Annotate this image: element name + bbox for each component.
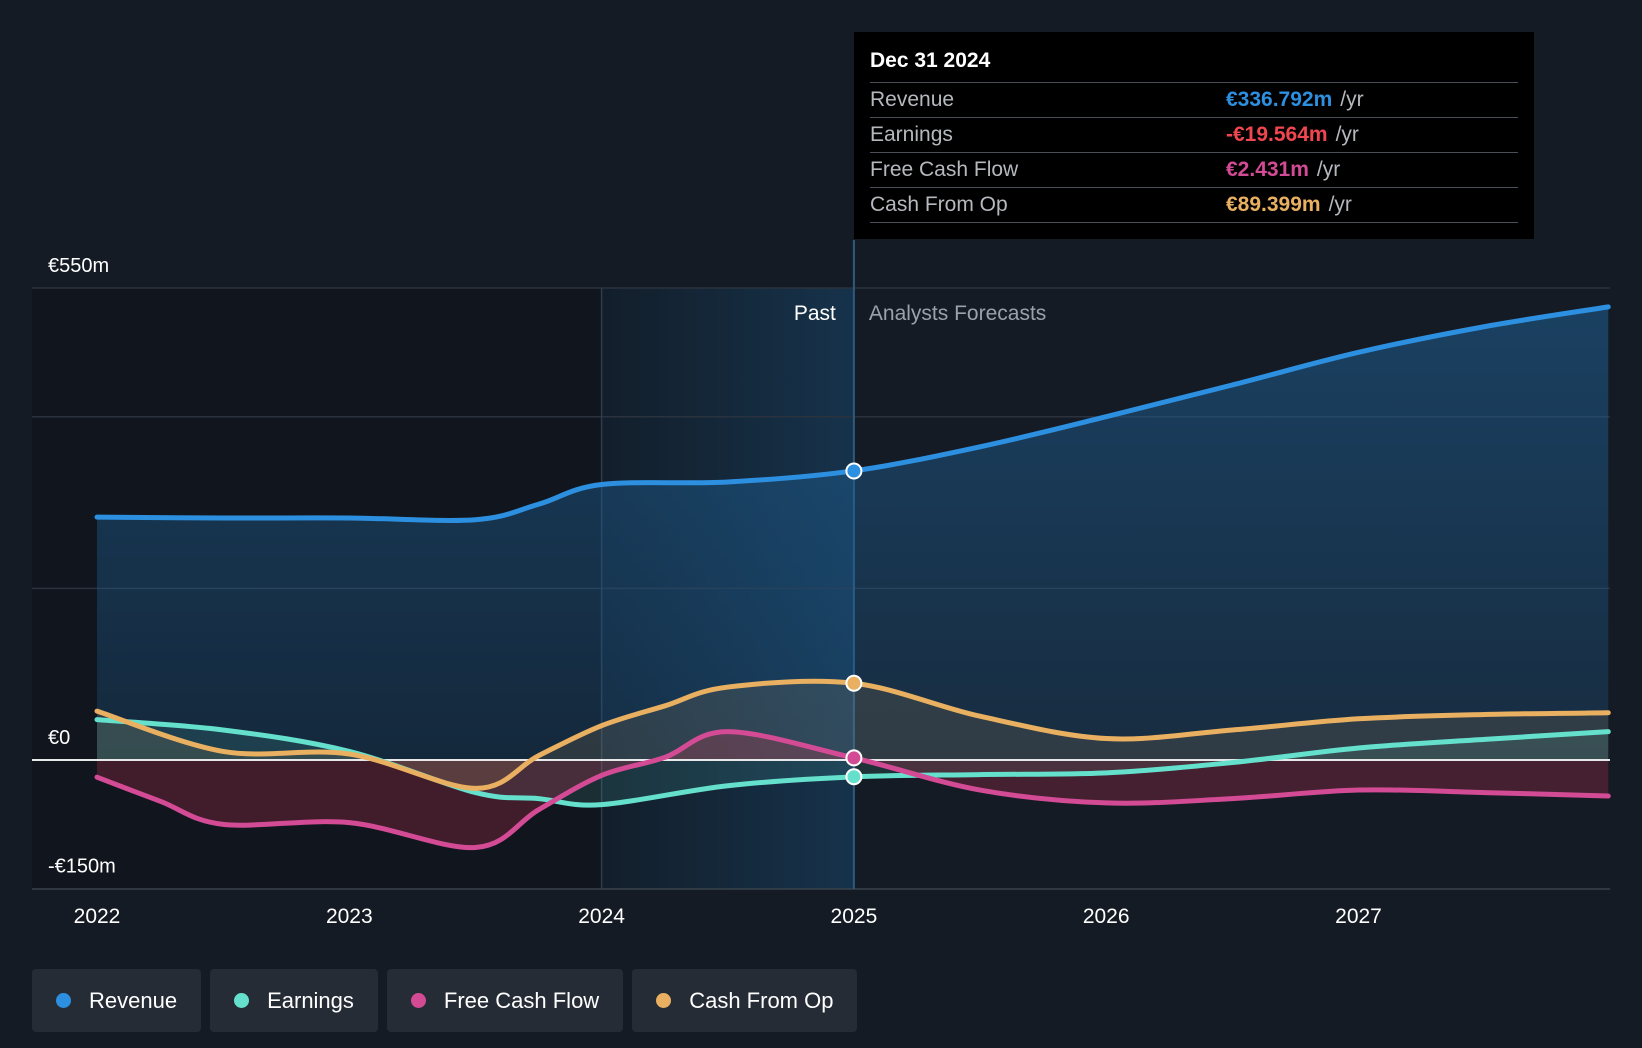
tooltip-value: €89.399m xyxy=(1226,193,1321,216)
y-axis-label: €0 xyxy=(48,727,70,749)
tooltip-value: -€19.564m xyxy=(1226,123,1328,146)
tooltip-row-earnings: Earnings -€19.564m /yr xyxy=(870,117,1518,152)
tooltip-value: €336.792m xyxy=(1226,88,1333,111)
tooltip-label: Earnings xyxy=(870,123,953,146)
tooltip-row-free-cash-flow: Free Cash Flow €2.431m /yr xyxy=(870,152,1518,187)
tooltip-label: Cash From Op xyxy=(870,193,1008,216)
x-tick-label: 2025 xyxy=(831,905,878,928)
x-tick-label: 2023 xyxy=(326,905,373,928)
past-label: Past xyxy=(794,302,836,325)
tooltip-unit: /yr xyxy=(1335,123,1359,146)
y-axis-label: -€150m xyxy=(48,856,116,878)
series-line-free-cash-flow xyxy=(94,729,1611,851)
legend-dot-icon xyxy=(56,993,71,1008)
marker-free-cash-flow xyxy=(845,749,863,767)
tooltip-row-cash-from-op: Cash From Op €89.399m /yr xyxy=(870,187,1518,223)
legend-dot-icon xyxy=(656,993,672,1008)
forecast-label: Analysts Forecasts xyxy=(869,302,1046,325)
legend-dot-icon xyxy=(410,993,426,1008)
tooltip-unit: /yr xyxy=(1316,158,1341,181)
legend-item-cash-from-op[interactable]: Cash From Op xyxy=(632,969,858,1032)
x-tick-label: 2024 xyxy=(578,905,625,928)
legend-item-revenue[interactable]: Revenue xyxy=(32,969,202,1032)
x-tick-label: 2026 xyxy=(1083,905,1130,928)
tooltip-value: €2.431m xyxy=(1226,158,1309,181)
legend-item-free-cash-flow[interactable]: Free Cash Flow xyxy=(386,969,624,1032)
legend-label: Earnings xyxy=(267,987,354,1013)
marker-revenue xyxy=(845,462,863,480)
tooltip-label: Free Cash Flow xyxy=(870,158,1019,181)
legend-dot-icon xyxy=(234,993,250,1008)
tooltip-date: Dec 31 2024 xyxy=(870,49,991,72)
x-tick-label: 2022 xyxy=(74,905,121,928)
legend-label: Revenue xyxy=(89,987,178,1013)
tooltip: Dec 31 2024 Revenue €336.792m /yr Earnin… xyxy=(854,32,1534,239)
legend-label: Free Cash Flow xyxy=(443,987,600,1013)
legend-label: Cash From Op xyxy=(689,987,834,1013)
legend-item-earnings[interactable]: Earnings xyxy=(210,969,378,1032)
tooltip-unit: /yr xyxy=(1328,193,1352,216)
marker-earnings xyxy=(845,768,863,786)
tooltip-row-revenue: Revenue €336.792m /yr xyxy=(870,82,1518,117)
x-tick-label: 2027 xyxy=(1335,905,1382,928)
tooltip-label: Revenue xyxy=(870,88,955,111)
marker-cash-from-op xyxy=(845,674,863,692)
area-cash-from-op xyxy=(97,681,1609,789)
tooltip-unit: /yr xyxy=(1340,88,1364,111)
series-line-revenue xyxy=(94,304,1611,523)
area-revenue xyxy=(97,306,1609,760)
y-axis-label: €550m xyxy=(48,255,109,277)
legend: Revenue Earnings Free Cash Flow Cash Fro… xyxy=(32,969,858,1032)
series-line-cash-from-op xyxy=(94,678,1611,791)
